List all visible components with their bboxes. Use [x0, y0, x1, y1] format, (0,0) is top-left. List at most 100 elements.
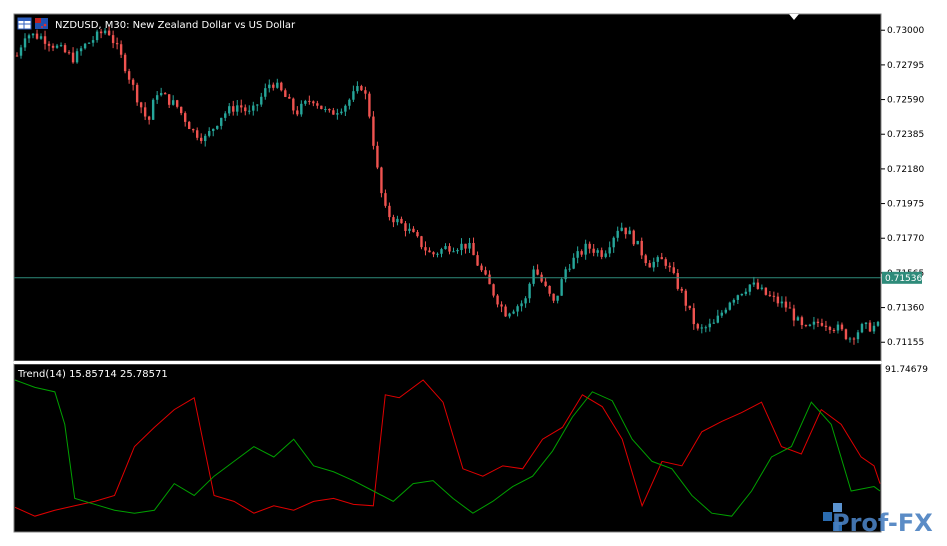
candle-body	[31, 33, 35, 36]
candle-body	[612, 237, 615, 248]
candle-body	[51, 45, 55, 48]
trend-line-red	[14, 379, 881, 517]
candle-body	[252, 105, 255, 111]
candle-body	[676, 273, 679, 289]
candle-body	[668, 265, 671, 268]
candle-body	[240, 105, 243, 108]
candle-body	[684, 290, 687, 306]
candle-body	[688, 305, 691, 309]
candle-body	[496, 295, 499, 305]
candle-body	[644, 255, 647, 264]
candle-body	[484, 270, 487, 275]
candle-body	[764, 287, 768, 295]
chart-shift-marker[interactable]	[789, 14, 799, 20]
candle-body	[768, 294, 772, 296]
candle-body	[816, 321, 820, 324]
candle-body	[143, 107, 147, 117]
table-icon[interactable]	[17, 17, 32, 30]
flag-icon[interactable]	[35, 18, 48, 29]
candle-body	[256, 104, 259, 106]
candle-body	[360, 86, 363, 91]
candle-body	[87, 42, 91, 44]
candle-body	[636, 240, 639, 245]
price-axis[interactable]: 0.73000 0.72795 0.72590 0.72385 0.72180 0.719…	[881, 26, 924, 348]
pane-splitter[interactable]	[14, 361, 881, 364]
candle-body	[864, 322, 868, 325]
price-tick-label: 0.71360	[887, 304, 924, 314]
candle-body	[744, 291, 748, 294]
candle-body	[340, 111, 343, 114]
candle-body	[680, 288, 683, 291]
trend-line-green	[14, 379, 881, 517]
candle-body	[564, 269, 567, 280]
candle-body	[151, 99, 155, 120]
candle-body	[556, 295, 559, 301]
candle-body	[63, 45, 67, 53]
candle-body	[536, 269, 539, 275]
candle-body	[183, 113, 187, 122]
candle-body	[716, 315, 720, 323]
candle-body	[420, 236, 423, 248]
current-price-text: 0.71536	[885, 274, 922, 284]
candle-body	[324, 108, 327, 110]
candle-body	[560, 279, 563, 296]
candle-body	[480, 265, 483, 271]
candle-body	[672, 267, 675, 274]
candle-body	[712, 322, 716, 324]
candle-body	[384, 193, 387, 206]
candle-body	[656, 257, 659, 262]
candle-body	[308, 100, 311, 102]
candle-body	[724, 309, 728, 313]
candle-body	[752, 282, 756, 285]
candle-body	[352, 91, 355, 100]
candle-body	[512, 311, 515, 314]
candle-body	[244, 107, 247, 112]
candle-body	[508, 313, 511, 317]
candle-body	[404, 223, 407, 231]
candle-body	[380, 167, 383, 194]
candle-body	[472, 242, 475, 256]
candle-body	[236, 105, 239, 112]
candle-body	[127, 71, 131, 80]
candle-body	[424, 247, 427, 251]
price-pane[interactable]	[13, 13, 882, 362]
candle-body	[336, 113, 339, 115]
candle-body	[456, 250, 459, 252]
candle-body	[448, 246, 451, 252]
candle-body	[624, 227, 627, 235]
candle-body	[260, 96, 263, 105]
candle-body	[159, 93, 163, 96]
candle-body	[436, 253, 439, 255]
candle-body	[388, 205, 391, 218]
candle-body	[840, 324, 844, 330]
candle-body	[71, 52, 75, 63]
candle-body	[844, 329, 848, 340]
candle-body	[95, 31, 99, 41]
candle-body	[39, 36, 43, 39]
candle-body	[492, 284, 495, 296]
candle-body	[135, 84, 139, 103]
candle-body	[167, 94, 171, 105]
watermark-logo: Prof-FX	[823, 503, 933, 537]
candle-body	[312, 101, 315, 104]
candle-body	[296, 110, 299, 115]
candle-body	[872, 325, 876, 332]
candle-body	[288, 96, 291, 99]
candle-body	[123, 54, 127, 72]
indicator-pane[interactable]	[13, 363, 882, 533]
candle-body	[316, 103, 319, 106]
candle-body	[576, 251, 579, 258]
candle-body	[248, 110, 251, 112]
candle-body	[828, 327, 832, 331]
candle-body	[208, 131, 211, 136]
candle-body	[320, 105, 323, 110]
candle-body	[704, 327, 707, 329]
candle-body	[155, 95, 159, 100]
candle-body	[440, 249, 443, 254]
candle-body	[740, 293, 744, 296]
candle-body	[228, 106, 231, 114]
candle-body	[224, 113, 227, 118]
candle-body	[55, 45, 59, 48]
candle-body	[268, 84, 271, 89]
